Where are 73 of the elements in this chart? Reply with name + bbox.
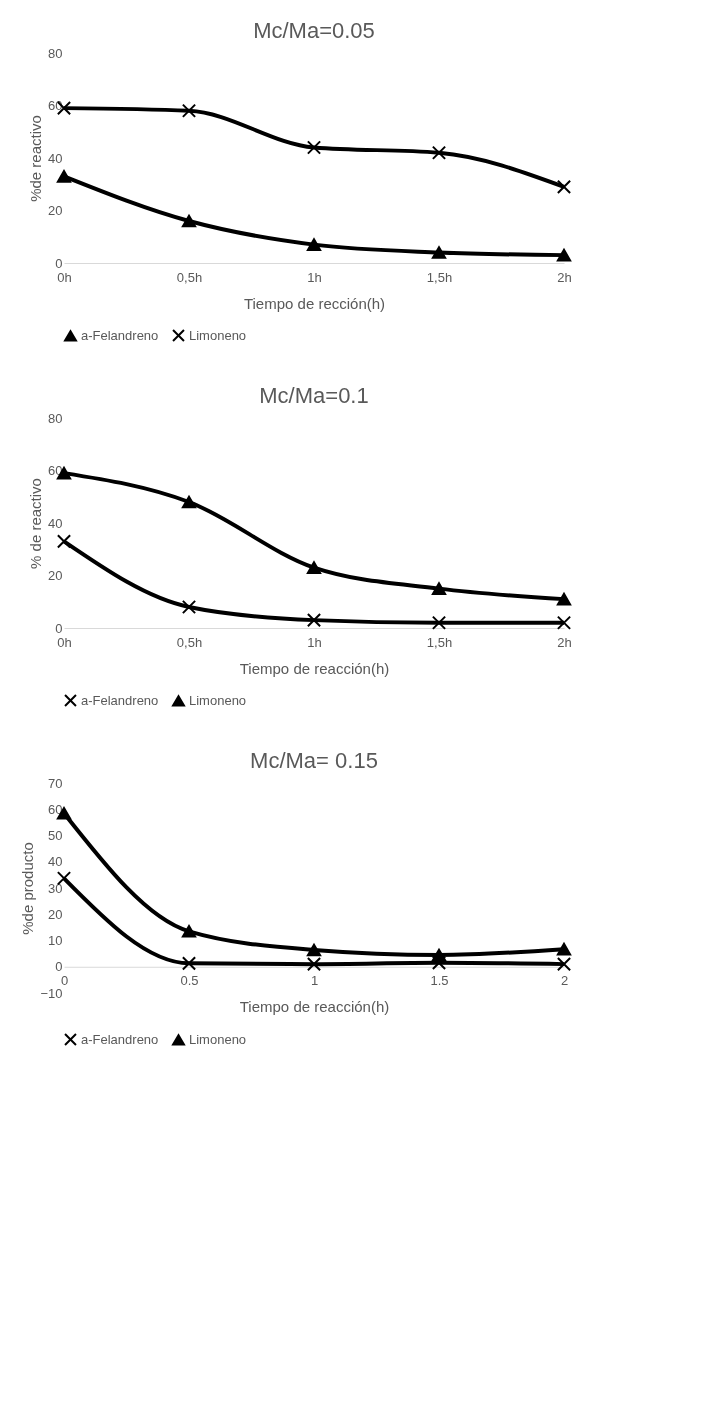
x-tick-label: 0h [57, 634, 72, 650]
y-tick-label: 80 [48, 45, 63, 61]
y-axis-title: %de producto [19, 842, 37, 935]
x-axis-title: Tiempo de reacción(h) [239, 998, 390, 1016]
y-tick-label: 50 [48, 828, 63, 843]
y-tick-label: 40 [48, 515, 63, 531]
point [306, 238, 322, 251]
chart-title: Mc/Ma= 0.15 [250, 748, 378, 773]
y-tick-label: 20 [48, 906, 63, 922]
y-tick-label: 20 [48, 568, 63, 583]
point [181, 214, 197, 228]
x-tick-label: 0,5h [176, 634, 203, 650]
point [181, 956, 197, 971]
point [431, 582, 447, 595]
x-tick-label: 1,5h [426, 269, 453, 285]
point [306, 613, 322, 628]
point [306, 140, 322, 155]
legend-label: Limoneno [189, 692, 247, 708]
point [431, 145, 447, 160]
y-axis-title: %de reactivo [27, 115, 45, 202]
y-tick-label: 40 [48, 854, 63, 870]
x-tick-label: 2h [557, 634, 572, 650]
chart-title: Mc/Ma=0.05 [253, 18, 375, 43]
x-tick-label: 1.5 [430, 973, 449, 989]
point [431, 948, 447, 962]
point [306, 957, 322, 972]
point [431, 615, 447, 630]
point [181, 599, 197, 615]
y-tick-label: 0 [55, 255, 63, 271]
y-tick-label: 30 [48, 880, 63, 896]
point [181, 103, 197, 118]
point [556, 248, 572, 262]
point [556, 957, 572, 972]
x-tick-label: 1h [307, 269, 322, 285]
point [431, 246, 447, 259]
x-tick-label: 1h [307, 634, 322, 650]
x-tick-label: 2h [557, 269, 572, 285]
point [556, 942, 572, 956]
y-tick-label: −10 [40, 985, 63, 1001]
legend-label: a-Felandreno [81, 692, 159, 708]
point [306, 561, 322, 574]
point [556, 615, 572, 630]
y-tick-label: 40 [48, 150, 63, 166]
point [56, 871, 72, 886]
legend-label: Limoneno [189, 1031, 247, 1047]
point [556, 179, 572, 194]
legend-label: a-Felandreno [81, 1031, 159, 1047]
x-tick-label: 2 [560, 973, 569, 989]
y-tick-label: 70 [48, 775, 63, 791]
legend-label: a-Felandreno [81, 327, 159, 343]
x-tick-label: 0.5 [180, 973, 199, 989]
point [56, 170, 72, 183]
legend-label: Limoneno [189, 327, 247, 343]
x-axis-title: Tiempo de reacción(h) [239, 659, 390, 677]
y-tick-label: 60 [48, 98, 63, 113]
point [556, 592, 572, 606]
point [56, 534, 72, 549]
y-tick-label: 20 [48, 203, 63, 218]
chart-title: Mc/Ma=0.1 [259, 383, 369, 408]
x-tick-label: 0h [57, 269, 72, 285]
point [181, 925, 197, 938]
x-tick-label: 1 [310, 973, 319, 989]
point [306, 943, 322, 957]
y-axis-title: % de reactivo [27, 478, 45, 569]
x-tick-label: 0,5h [176, 269, 203, 285]
x-tick-label: 1,5h [426, 634, 453, 650]
y-tick-label: 80 [48, 410, 63, 426]
y-tick-label: 0 [55, 959, 63, 975]
x-axis-title: Tiempo de rección(h) [243, 294, 386, 312]
point [181, 495, 197, 509]
y-tick-label: 10 [48, 933, 63, 948]
y-tick-label: 60 [48, 801, 63, 817]
y-tick-label: 0 [55, 620, 63, 636]
